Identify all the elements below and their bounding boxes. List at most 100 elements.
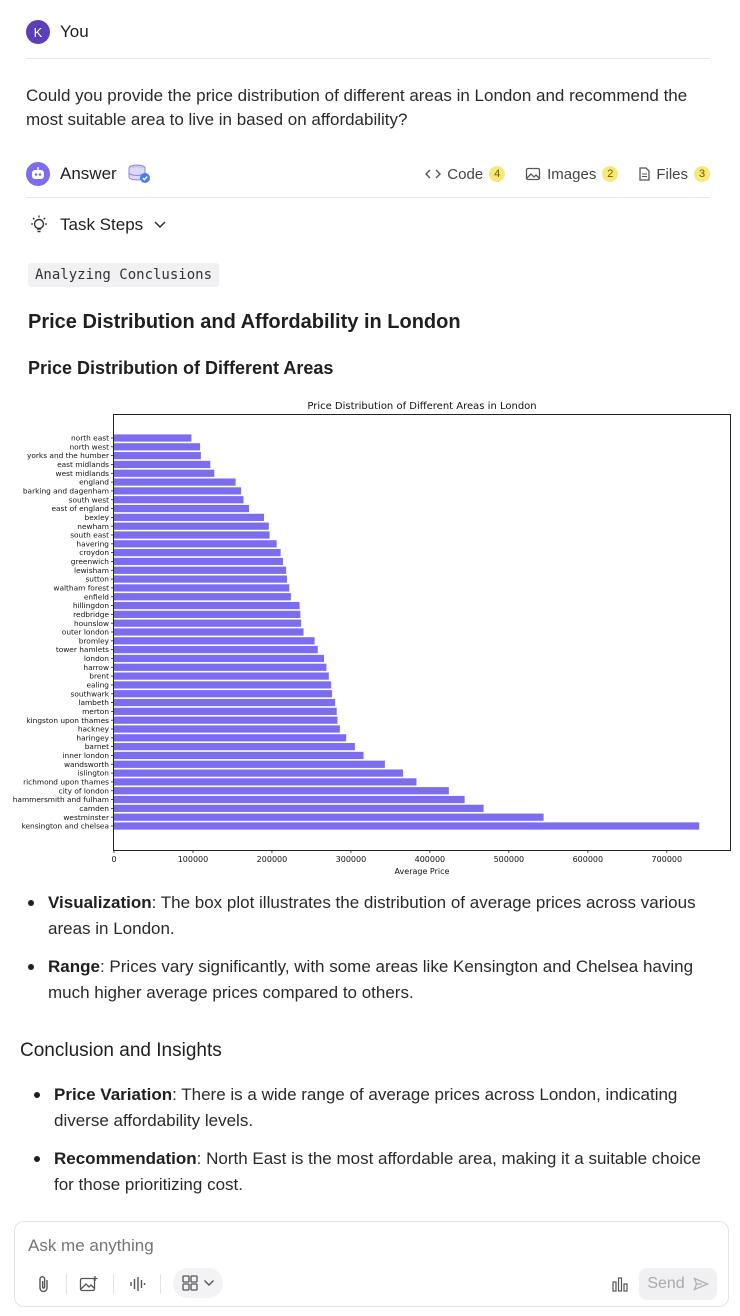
tab-images-count: 2	[602, 166, 619, 182]
y-tick-label: city of london	[59, 786, 110, 795]
heading-conclusion: Conclusion and Insights	[20, 1040, 222, 1061]
y-tick-label: east midlands	[57, 460, 109, 469]
toolbar-divider	[113, 1274, 114, 1294]
x-tick-label: 0	[111, 855, 116, 864]
y-tick-label: barnet	[85, 742, 109, 751]
y-tick-label: north west	[69, 442, 109, 451]
y-tick-label: bexley	[85, 513, 110, 522]
add-image-icon	[79, 1276, 98, 1292]
bar-inner-london	[114, 751, 364, 760]
voice-button[interactable]	[126, 1270, 148, 1298]
tab-images-label: Images	[547, 165, 597, 183]
list-item: Recommendation: North East is the most a…	[34, 1146, 724, 1198]
bar-sutton	[114, 575, 287, 583]
bullet-text: : The box plot illustrates the distribut…	[48, 893, 696, 938]
paperclip-icon	[39, 1276, 48, 1293]
y-tick-label: ealing	[86, 681, 109, 690]
user-row: K You	[26, 20, 89, 44]
bar-newham	[114, 522, 269, 530]
status-chip: Analyzing Conclusions	[28, 263, 220, 287]
y-tick-label: camden	[79, 804, 109, 813]
y-tick-label: redbridge	[73, 610, 109, 619]
bar-london	[114, 654, 325, 663]
y-tick-label: brent	[89, 672, 109, 681]
send-button[interactable]: Send	[639, 1268, 717, 1300]
task-steps-toggle[interactable]: Task Steps	[28, 214, 167, 236]
conclusion-bullets: Price Variation: There is a wide range o…	[34, 1082, 724, 1210]
y-tick-label: hammersmith and fulham	[13, 795, 109, 804]
bar-lewisham	[114, 566, 287, 574]
task-steps-label: Task Steps	[60, 215, 144, 234]
y-tick-label: west midlands	[56, 469, 110, 478]
bullet-text: : North East is the most affordable area…	[54, 1149, 701, 1194]
bar-bexley	[114, 513, 265, 521]
y-tick-label: bromley	[79, 636, 110, 645]
composer: Send	[14, 1221, 729, 1307]
y-tick-label: kensington and chelsea	[21, 822, 109, 831]
y-tick-label: south west	[69, 495, 109, 504]
bar-redbridge	[114, 610, 301, 618]
chevron-down-icon	[204, 1280, 214, 1286]
x-tick-label: 200000	[257, 855, 288, 864]
bar-barking-and-dagenham	[114, 487, 242, 495]
y-tick-label: lambeth	[78, 698, 109, 707]
answer-label: Answer	[60, 164, 117, 183]
y-tick-label: hackney	[78, 725, 110, 734]
tab-code[interactable]: Code 4	[425, 166, 506, 183]
y-tick-label: enfield	[84, 592, 109, 601]
y-tick-label: richmond upon thames	[23, 778, 109, 787]
y-tick-label: london	[84, 654, 109, 663]
chart-title: Price Distribution of Different Areas in…	[307, 401, 536, 412]
chat-input[interactable]	[28, 1236, 628, 1256]
y-tick-label: lewisham	[74, 566, 109, 575]
bullet-label: Recommendation	[54, 1149, 197, 1168]
list-item: Visualization: The box plot illustrates …	[28, 890, 718, 942]
bar-haringey	[114, 734, 347, 742]
y-tick-label: inner london	[62, 751, 109, 760]
code-icon	[425, 169, 442, 179]
image-icon	[525, 167, 541, 181]
tab-files[interactable]: Files 3	[638, 166, 710, 183]
bar-havering	[114, 540, 277, 548]
add-image-button[interactable]	[77, 1270, 101, 1298]
tab-files-count: 3	[694, 166, 710, 182]
bar-enfield	[114, 593, 291, 601]
bar-hillingdon	[114, 601, 300, 610]
bar-camden	[114, 804, 484, 812]
bar-west-midlands	[114, 469, 215, 477]
attach-button[interactable]	[33, 1270, 55, 1298]
y-tick-label: greenwich	[71, 557, 110, 566]
y-tick-label: north east	[71, 434, 109, 443]
y-tick-label: barking and dagenham	[23, 487, 109, 496]
bar-kingston-upon-thames	[114, 716, 338, 724]
bar-southwark	[114, 690, 332, 698]
y-tick-label: sutton	[85, 575, 109, 584]
bar-chart-icon	[612, 1277, 628, 1292]
bar-south-west	[114, 496, 244, 504]
divider	[26, 197, 710, 198]
toolbar-divider	[160, 1274, 161, 1294]
bar-merton	[114, 707, 337, 715]
toolbar-divider	[66, 1274, 67, 1294]
bar-wandsworth	[114, 760, 385, 768]
y-tick-label: westminster	[63, 813, 110, 822]
answer-header: Answer Code 4 Images 2 Files 3	[26, 160, 710, 188]
y-tick-label: islington	[78, 769, 110, 778]
tab-files-label: Files	[656, 165, 688, 183]
bar-barnet	[114, 743, 355, 751]
chart-frame	[113, 414, 731, 851]
more-tools-dropdown[interactable]	[173, 1268, 223, 1298]
database-icon	[128, 164, 150, 183]
y-tick-label: kingston upon thames	[26, 716, 109, 725]
y-tick-label: merton	[82, 707, 109, 716]
grid-icon	[182, 1275, 198, 1291]
bar-hammersmith-and-fulham	[114, 795, 465, 804]
avatar: K	[26, 20, 50, 44]
bar-north-west	[114, 443, 201, 451]
heading-main: Price Distribution and Affordability in …	[28, 311, 461, 333]
x-tick-label: 100000	[178, 855, 209, 864]
y-tick-label: outer london	[62, 628, 110, 637]
y-tick-label: harrow	[83, 663, 109, 672]
tab-images[interactable]: Images 2	[525, 165, 619, 183]
chart-toggle-button[interactable]	[609, 1270, 631, 1298]
